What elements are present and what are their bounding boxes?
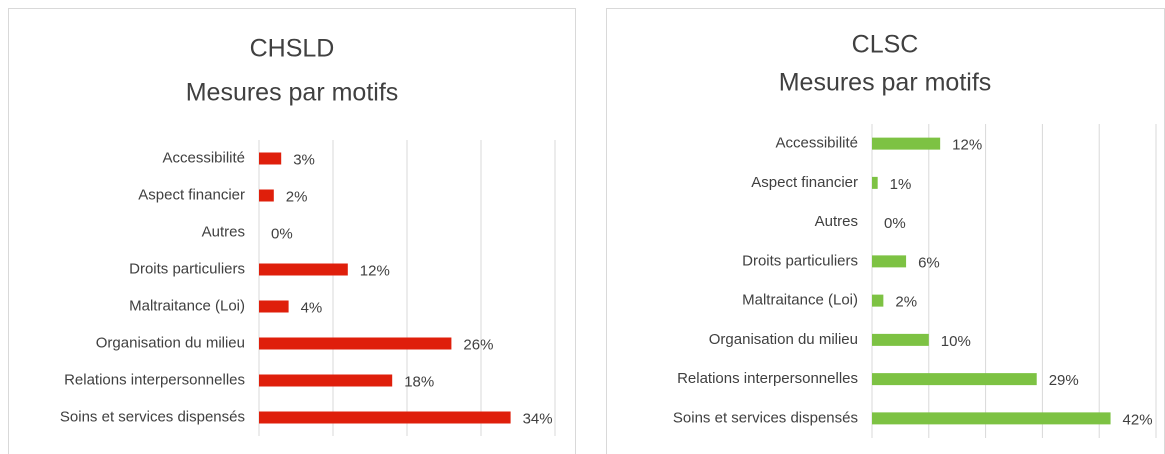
category-label: Droits particuliers: [742, 252, 858, 269]
bar: [872, 294, 884, 307]
bar: [872, 176, 878, 189]
category-label: Relations interpersonnelles: [677, 370, 858, 387]
bar: [259, 374, 393, 387]
bar: [872, 333, 929, 346]
chart-title: CHSLD: [250, 35, 335, 63]
category-label: Aspect financier: [138, 186, 245, 203]
value-label: 42%: [1123, 411, 1153, 428]
category-label: Maltraitance (Loi): [742, 292, 858, 309]
chart-subtitle: Mesures par motifs: [779, 69, 992, 97]
value-label: 10%: [941, 333, 971, 350]
value-label: 2%: [895, 294, 917, 311]
value-label: 26%: [463, 336, 493, 353]
bar: [259, 337, 452, 350]
bar: [872, 255, 907, 268]
category-label: Maltraitance (Loi): [129, 297, 245, 314]
value-label: 12%: [360, 262, 390, 279]
category-label: Accessibilité: [162, 149, 245, 166]
value-label: 1%: [890, 176, 912, 193]
category-label: Organisation du milieu: [96, 334, 245, 351]
value-label: 3%: [293, 151, 315, 168]
bar: [872, 412, 1111, 425]
value-label: 4%: [301, 299, 323, 316]
bar: [872, 137, 941, 150]
value-label: 6%: [918, 254, 940, 271]
category-label: Autres: [202, 223, 245, 240]
chart-subtitle: Mesures par motifs: [186, 79, 399, 107]
bar: [259, 300, 289, 313]
category-label: Organisation du milieu: [709, 331, 858, 348]
value-label: 0%: [884, 215, 906, 232]
value-label: 12%: [952, 137, 982, 154]
bar: [259, 411, 511, 424]
category-label: Accessibilité: [775, 135, 858, 152]
category-label: Soins et services dispensés: [60, 408, 245, 425]
category-label: Soins et services dispensés: [673, 409, 858, 426]
value-label: 29%: [1049, 372, 1079, 389]
bar: [872, 373, 1037, 386]
value-label: 18%: [404, 373, 434, 390]
bar: [259, 189, 274, 202]
value-label: 0%: [271, 225, 293, 242]
value-label: 2%: [286, 188, 308, 205]
bar: [259, 263, 348, 276]
value-label: 34%: [523, 410, 553, 427]
category-label: Aspect financier: [751, 174, 858, 191]
chart-title: CLSC: [852, 31, 919, 59]
bar: [259, 152, 282, 165]
category-label: Relations interpersonnelles: [64, 371, 245, 388]
category-label: Autres: [815, 213, 858, 230]
category-label: Droits particuliers: [129, 260, 245, 277]
